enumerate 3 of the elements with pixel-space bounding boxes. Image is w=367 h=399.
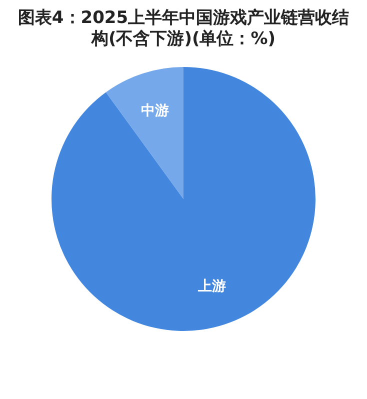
slice-label: 中游 <box>140 102 169 119</box>
slice-label: 上游 <box>197 278 226 295</box>
chart-title: 图表4：2025上半年中国游戏产业链营收结构(不含下游)(单位：%) <box>16 8 350 50</box>
